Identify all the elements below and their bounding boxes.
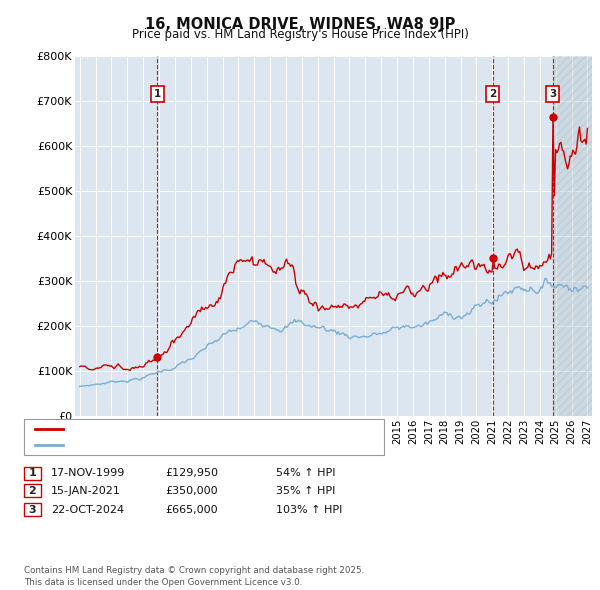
Text: £350,000: £350,000 (165, 486, 218, 496)
Text: 1: 1 (154, 89, 161, 99)
Bar (553, 56, 592, 416)
Text: £129,950: £129,950 (165, 468, 218, 478)
Text: 17-NOV-1999: 17-NOV-1999 (51, 468, 125, 478)
Text: 16, MONICA DRIVE, WIDNES, WA8 9JP (detached house): 16, MONICA DRIVE, WIDNES, WA8 9JP (detac… (68, 424, 346, 434)
Text: Contains HM Land Registry data © Crown copyright and database right 2025.
This d: Contains HM Land Registry data © Crown c… (24, 566, 364, 587)
Text: 1: 1 (29, 468, 36, 478)
Text: 15-JAN-2021: 15-JAN-2021 (51, 486, 121, 496)
Text: 2: 2 (29, 486, 36, 496)
Text: 3: 3 (29, 505, 36, 514)
Text: 22-OCT-2024: 22-OCT-2024 (51, 505, 124, 514)
Text: 16, MONICA DRIVE, WIDNES, WA8 9JP: 16, MONICA DRIVE, WIDNES, WA8 9JP (145, 17, 455, 31)
Text: 3: 3 (549, 89, 556, 99)
Text: 54% ↑ HPI: 54% ↑ HPI (276, 468, 335, 478)
Text: 35% ↑ HPI: 35% ↑ HPI (276, 486, 335, 496)
Text: 103% ↑ HPI: 103% ↑ HPI (276, 505, 343, 514)
Text: HPI: Average price, detached house, Halton: HPI: Average price, detached house, Halt… (68, 440, 285, 450)
Text: £665,000: £665,000 (165, 505, 218, 514)
Text: 2: 2 (489, 89, 497, 99)
Text: Price paid vs. HM Land Registry's House Price Index (HPI): Price paid vs. HM Land Registry's House … (131, 28, 469, 41)
